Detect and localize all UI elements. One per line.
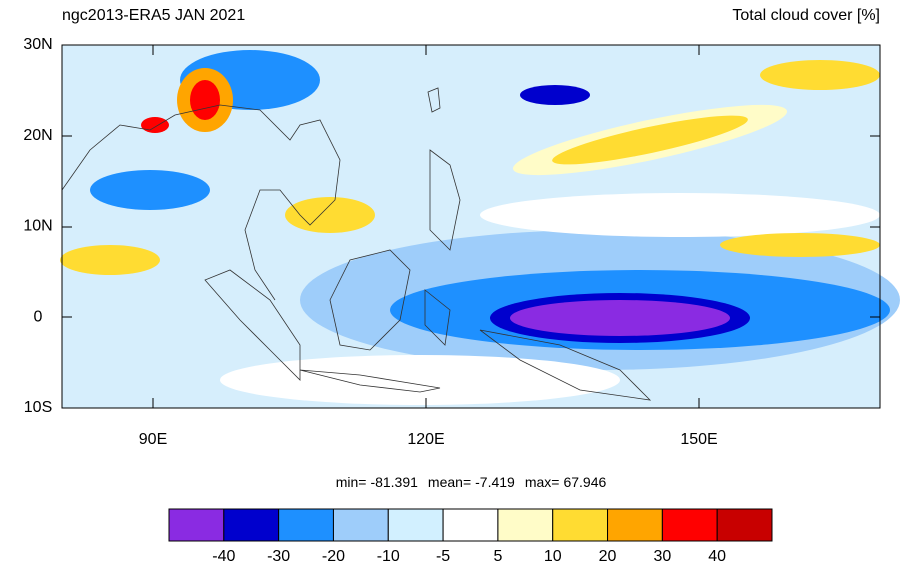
stat-value: 67.946	[563, 474, 606, 490]
colorbar-label: -5	[436, 548, 450, 565]
lat-label: 10N	[23, 218, 52, 235]
colorbar-box	[168, 508, 225, 542]
colorbar-label: 20	[599, 548, 617, 565]
coastlines	[61, 87, 652, 401]
stat-label: mean=	[428, 474, 471, 490]
statistics: min= -81.391 mean= -7.419 max= 67.946	[336, 474, 607, 490]
colorbar-label: -40	[212, 548, 235, 565]
map-field	[60, 45, 900, 408]
lon-label: 90E	[139, 431, 167, 448]
colorbar-label: 30	[653, 548, 671, 565]
stats-line: min= -81.391 mean= -7.419 max= 67.946	[336, 474, 607, 490]
colorbar-label: 5	[493, 548, 502, 565]
lat-label: 10S	[24, 399, 52, 416]
colorbar: -40 -30 -20 -10 -5 5 10 20 30 40	[168, 508, 773, 565]
colorbar-label: 40	[708, 548, 726, 565]
lat-label: 20N	[23, 127, 52, 144]
lon-label: 120E	[407, 431, 444, 448]
colorbar-box	[552, 508, 609, 542]
lat-label: 30N	[23, 36, 52, 53]
colorbar-box	[278, 508, 334, 542]
colorbar-box	[332, 508, 389, 542]
colorbar-box	[661, 508, 718, 542]
colorbar-box	[442, 508, 499, 542]
colorbar-box	[497, 508, 554, 542]
colorbar-label: -30	[267, 548, 290, 565]
stat-label: max=	[525, 474, 560, 490]
colorbar-box	[716, 508, 773, 542]
stat-value: -81.391	[370, 474, 418, 490]
axis-ticks	[62, 45, 880, 408]
right-title: Total cloud cover [%]	[732, 7, 880, 24]
longitude-labels: 90E 120E 150E	[139, 431, 718, 448]
colorbar-label: -10	[377, 548, 400, 565]
colorbar-label: -20	[322, 548, 345, 565]
stat-value: -7.419	[475, 474, 515, 490]
lon-label: 150E	[680, 431, 717, 448]
colorbar-box	[223, 508, 280, 542]
lat-label: 0	[34, 308, 43, 325]
colorbar-label: 10	[544, 548, 562, 565]
stat-label: min=	[336, 474, 367, 490]
latitude-labels: 30N 20N 10N 0 10S	[23, 36, 52, 416]
left-title: ngc2013-ERA5 JAN 2021	[62, 7, 245, 24]
colorbar-box	[607, 508, 663, 542]
colorbar-box	[387, 508, 444, 542]
